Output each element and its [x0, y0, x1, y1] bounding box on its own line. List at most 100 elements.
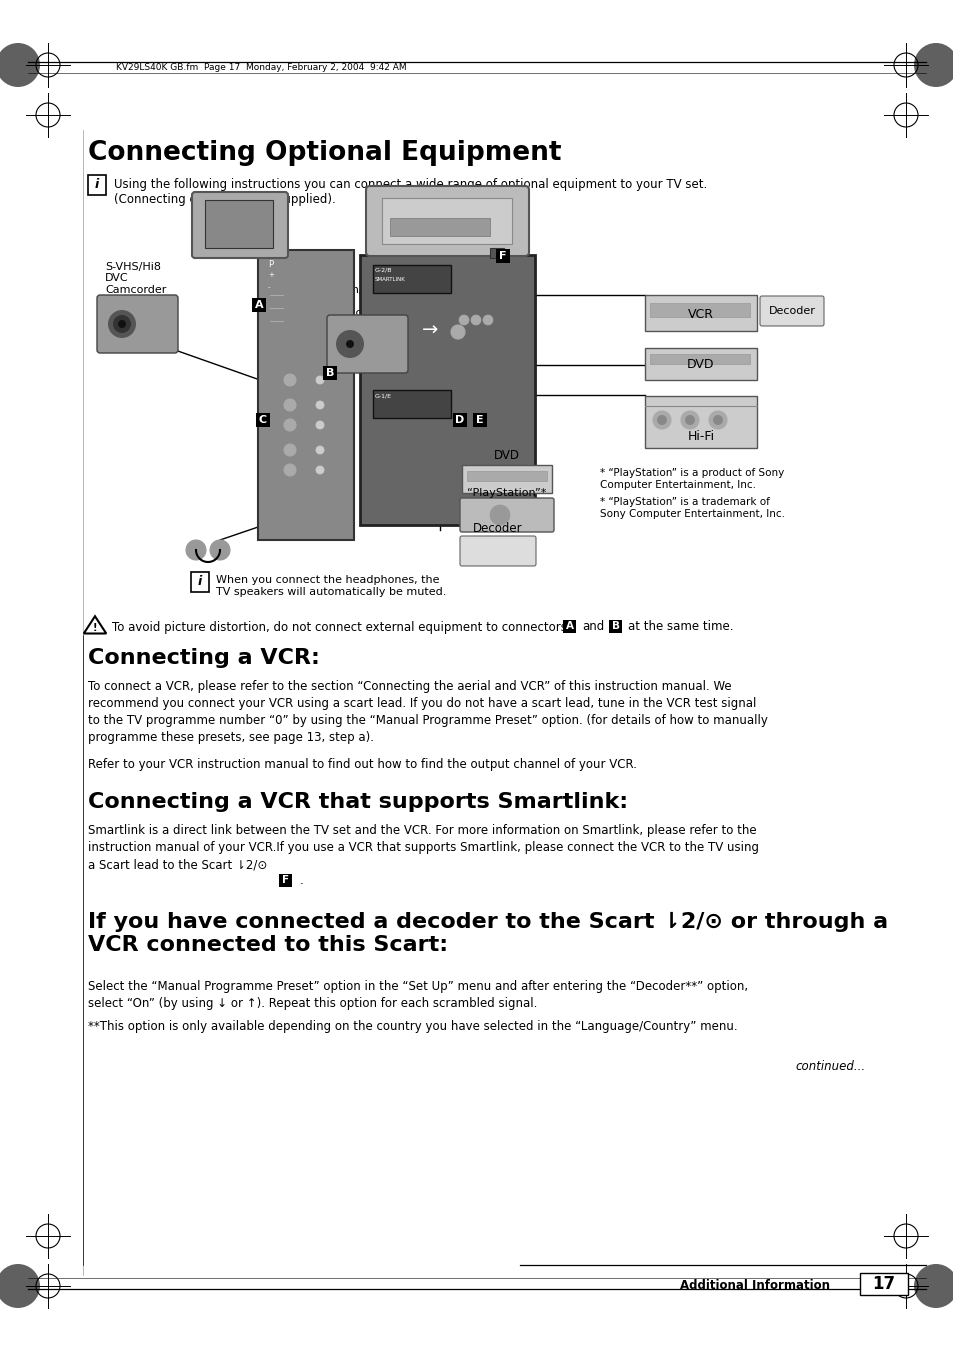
Circle shape — [315, 466, 324, 474]
Text: VCR: VCR — [687, 308, 713, 320]
Bar — [323, 366, 336, 380]
Bar — [473, 413, 486, 427]
Circle shape — [315, 422, 324, 430]
Bar — [373, 390, 451, 417]
Text: DVD: DVD — [686, 358, 714, 372]
Text: KV29LS40K GB.fm  Page 17  Monday, February 2, 2004  9:42 AM: KV29LS40K GB.fm Page 17 Monday, February… — [116, 63, 406, 73]
Circle shape — [284, 399, 295, 411]
Text: Hi-Fi: Hi-Fi — [687, 430, 714, 443]
Circle shape — [284, 463, 295, 476]
Bar — [644, 396, 757, 449]
Text: 17: 17 — [872, 1275, 895, 1293]
Circle shape — [680, 411, 699, 430]
Bar — [859, 1273, 907, 1296]
Circle shape — [913, 1265, 953, 1308]
Bar — [373, 265, 451, 293]
Circle shape — [652, 411, 670, 430]
Circle shape — [210, 540, 230, 561]
Bar — [257, 250, 354, 540]
Text: Smartlink is a direct link between the TV set and the VCR. For more information : Smartlink is a direct link between the T… — [88, 824, 759, 871]
Text: continued...: continued... — [795, 1061, 865, 1073]
Circle shape — [913, 43, 953, 86]
Circle shape — [708, 411, 726, 430]
Bar — [453, 413, 467, 427]
Text: i: i — [197, 574, 202, 588]
Bar — [496, 249, 510, 263]
Text: Connecting Optional Equipment: Connecting Optional Equipment — [88, 141, 561, 166]
Text: When you connect the headphones, the
TV speakers will automatically be muted.: When you connect the headphones, the TV … — [215, 576, 446, 597]
Bar — [467, 471, 546, 481]
Bar — [205, 200, 273, 249]
FancyBboxPatch shape — [327, 315, 408, 373]
Circle shape — [684, 415, 695, 426]
FancyBboxPatch shape — [459, 536, 536, 566]
Text: If you have connected a decoder to the Scart ⇂2/⊙ or through a
VCR connected to : If you have connected a decoder to the S… — [88, 912, 887, 955]
Text: -: - — [268, 284, 271, 290]
Text: To connect a VCR, please refer to the section “Connecting the aerial and VCR” of: To connect a VCR, please refer to the se… — [88, 680, 767, 744]
Bar — [644, 349, 757, 380]
Bar — [252, 299, 266, 312]
Text: B: B — [612, 621, 619, 631]
FancyBboxPatch shape — [88, 176, 106, 195]
Text: Decoder: Decoder — [768, 305, 815, 316]
Circle shape — [108, 309, 136, 338]
Text: D: D — [455, 415, 464, 426]
Bar — [461, 465, 552, 493]
Text: G-1/E: G-1/E — [375, 393, 392, 399]
Text: DVD: DVD — [494, 449, 519, 462]
Bar — [649, 303, 749, 317]
Text: SMARTLINK: SMARTLINK — [375, 277, 405, 282]
Circle shape — [657, 415, 666, 426]
Text: C: C — [258, 415, 267, 426]
Text: !: ! — [92, 623, 97, 634]
Text: at the same time.: at the same time. — [627, 620, 733, 634]
Circle shape — [346, 340, 354, 349]
Text: * “PlayStation” is a product of Sony
Computer Entertainment, Inc.: * “PlayStation” is a product of Sony Com… — [599, 467, 783, 489]
Bar — [381, 199, 512, 245]
Text: i: i — [94, 178, 99, 190]
Circle shape — [284, 444, 295, 457]
Bar — [649, 354, 749, 363]
Circle shape — [471, 315, 480, 326]
Text: +: + — [268, 272, 274, 278]
Circle shape — [451, 326, 464, 339]
Text: Using the following instructions you can connect a wide range of optional equipm: Using the following instructions you can… — [113, 178, 706, 205]
Circle shape — [458, 315, 469, 326]
Circle shape — [315, 446, 324, 454]
Bar — [609, 620, 622, 632]
Text: Additional Information: Additional Information — [679, 1279, 829, 1292]
Text: Decoder: Decoder — [473, 521, 522, 535]
Text: **This option is only available depending on the country you have selected in th: **This option is only available dependin… — [88, 1020, 737, 1034]
Text: Select the “Manual Programme Preset” option in the “Set Up” menu and after enter: Select the “Manual Programme Preset” opt… — [88, 979, 747, 1011]
Text: .: . — [299, 874, 303, 886]
Bar — [490, 249, 503, 258]
FancyBboxPatch shape — [192, 192, 288, 258]
FancyBboxPatch shape — [366, 186, 529, 255]
Circle shape — [112, 315, 131, 332]
Text: S-VHS/Hi8
DVC
Camcorder: S-VHS/Hi8 DVC Camcorder — [105, 262, 166, 295]
FancyBboxPatch shape — [191, 573, 209, 592]
Circle shape — [186, 540, 206, 561]
Circle shape — [315, 376, 324, 384]
Polygon shape — [84, 616, 106, 634]
Circle shape — [284, 374, 295, 386]
Text: Connecting a VCR:: Connecting a VCR: — [88, 648, 319, 667]
Circle shape — [0, 1265, 40, 1308]
Text: “PlayStation”*: “PlayStation”* — [467, 488, 546, 499]
Text: To avoid picture distortion, do not connect external equipment to connectors: To avoid picture distortion, do not conn… — [112, 620, 566, 634]
Bar — [644, 295, 757, 331]
Circle shape — [0, 43, 40, 86]
Circle shape — [118, 320, 126, 328]
Bar — [390, 218, 490, 236]
Circle shape — [335, 330, 364, 358]
Text: B: B — [326, 367, 334, 378]
FancyBboxPatch shape — [760, 296, 823, 326]
Text: →: → — [421, 320, 437, 339]
Text: F: F — [498, 251, 506, 261]
Text: Connecting a VCR that supports Smartlink:: Connecting a VCR that supports Smartlink… — [88, 792, 627, 812]
Text: A: A — [565, 621, 574, 631]
Circle shape — [315, 401, 324, 409]
Text: Refer to your VCR instruction manual to find out how to find the output channel : Refer to your VCR instruction manual to … — [88, 758, 637, 771]
Text: 8mm/Hi8/
DVC
Camcorder: 8mm/Hi8/ DVC Camcorder — [330, 285, 391, 317]
Text: * “PlayStation” is a trademark of
Sony Computer Entertainment, Inc.: * “PlayStation” is a trademark of Sony C… — [599, 497, 784, 519]
